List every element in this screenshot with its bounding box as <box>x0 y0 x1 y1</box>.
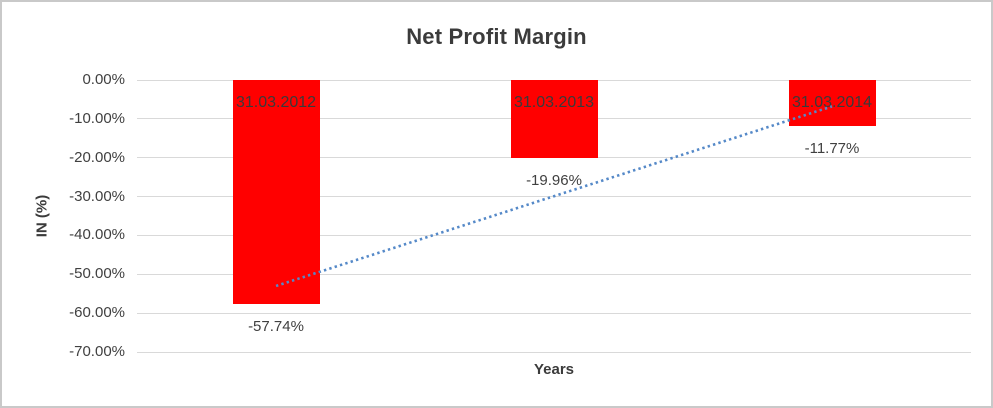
y-tick-label: -70.00% <box>69 343 125 360</box>
bar[interactable] <box>510 80 598 158</box>
y-tick-label: -60.00% <box>69 304 125 322</box>
y-tick-label: -40.00% <box>69 226 125 244</box>
bar-category-label: 31.03.2012 <box>235 94 317 111</box>
bar-category-label: 31.03.2013 <box>513 94 595 111</box>
bar-category-label: 31.03.2014 <box>791 94 873 111</box>
y-tick-label: -20.00% <box>69 148 125 166</box>
gridline <box>137 312 971 314</box>
bar-value-label: -11.77% <box>804 139 860 157</box>
y-tick-label: 0.00% <box>82 71 125 88</box>
bar-value-label: -19.96% <box>526 171 582 189</box>
x-axis-title: Years <box>533 361 575 378</box>
bar[interactable] <box>232 80 320 305</box>
chart-title: Net Profit Margin <box>406 24 587 49</box>
y-tick-label: -30.00% <box>69 187 125 205</box>
y-tick-label: -10.00% <box>69 109 125 127</box>
y-tick-label: -50.00% <box>69 265 125 283</box>
bar-value-label: -57.74% <box>248 318 304 336</box>
gridline <box>137 351 971 353</box>
